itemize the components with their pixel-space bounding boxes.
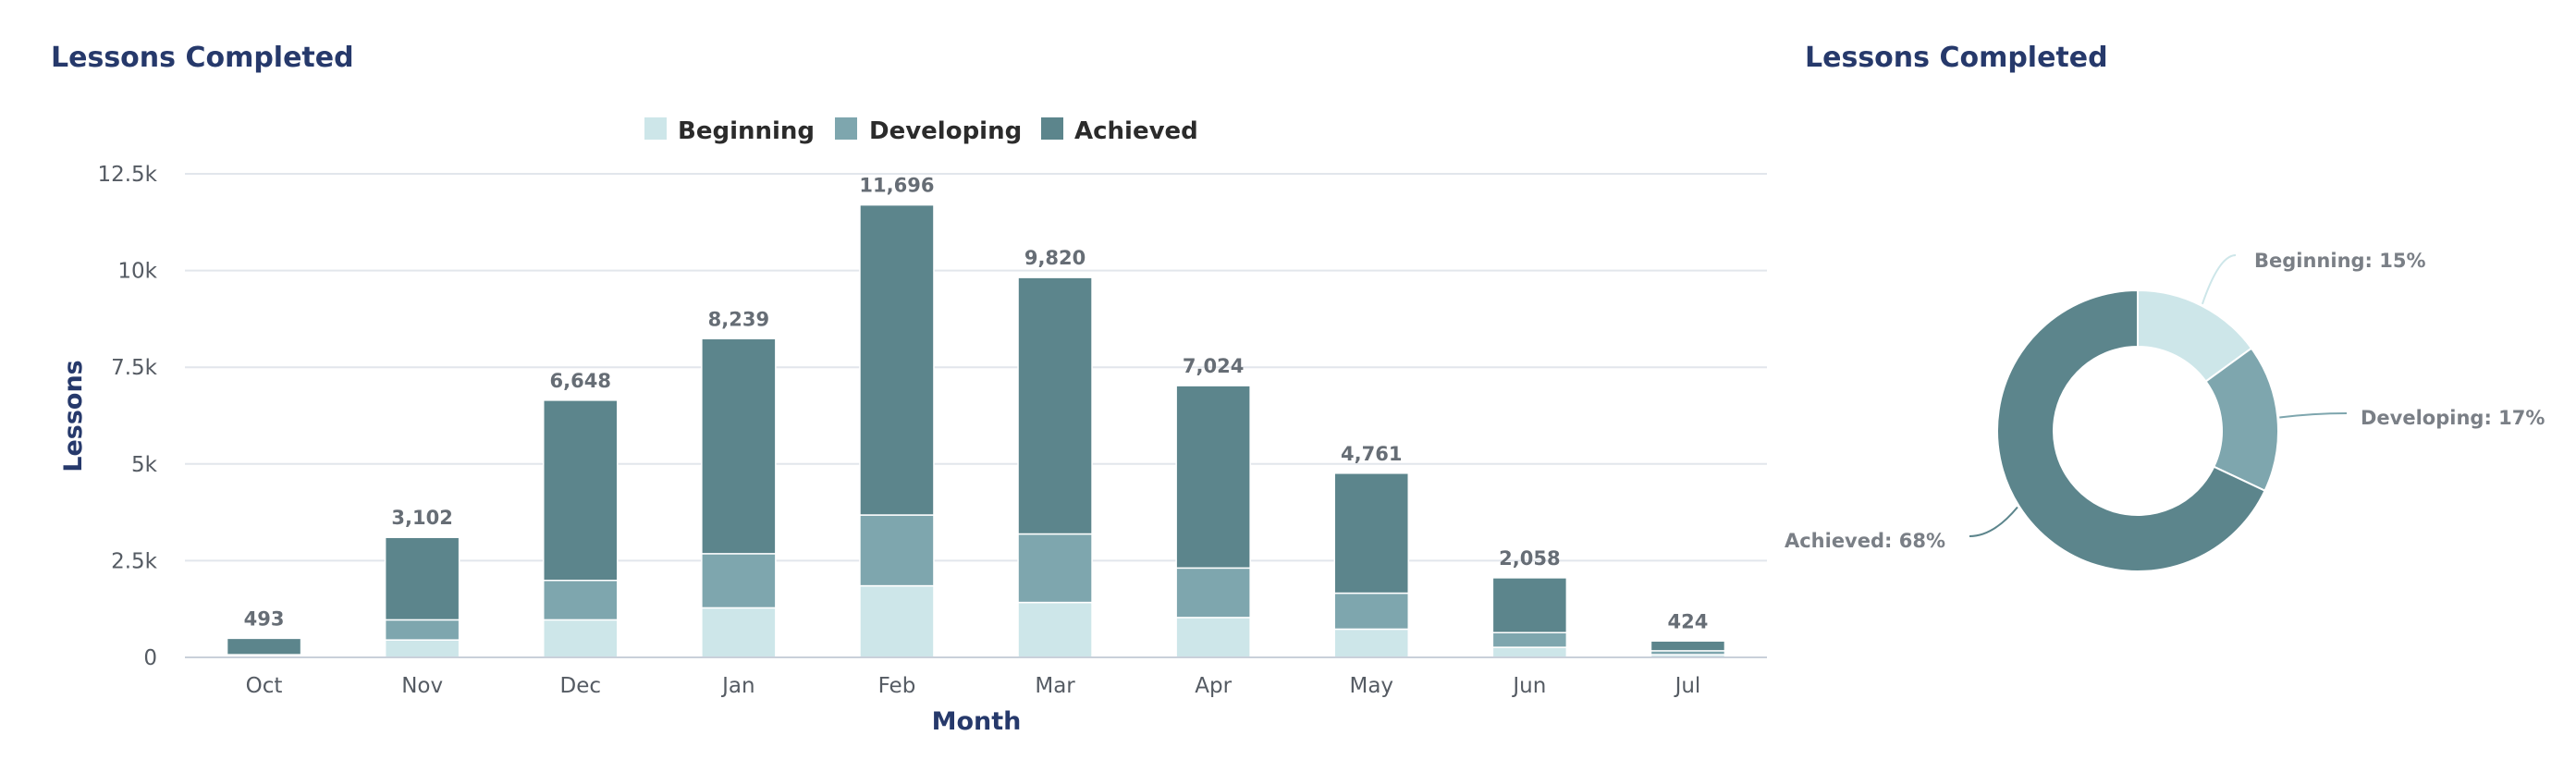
bar-total-label: 9,820 [1024,247,1086,269]
bar-segment-developing-feb[interactable] [859,514,935,587]
y-tick-label: 12.5k [97,163,157,187]
x-tick-label: Jun [1511,674,1546,698]
bar-segment-achieved-dec[interactable] [543,399,619,582]
bar-segment-achieved-nov[interactable] [384,536,460,621]
x-tick-label: May [1349,674,1393,698]
bar-chart-legend: Beginning Developing Achieved [644,117,1198,145]
bar-segment-developing-may[interactable] [1333,592,1409,631]
bar-total-label: 11,696 [859,175,934,197]
x-tick-label: Jul [1674,674,1701,698]
donut-slice-achieved[interactable] [1996,288,2266,572]
legend-swatch-developing [835,117,857,140]
bar-segment-achieved-oct[interactable] [226,637,302,656]
bar-segment-developing-mar[interactable] [1017,533,1093,604]
donut-connector-achieved [1969,506,2018,537]
bar-total-label: 424 [1668,610,1709,632]
bar-chart-panel: Lessons Completed Beginning Developing A… [51,42,1767,736]
x-tick-label: Oct [246,674,283,698]
bar-total-label: 493 [244,607,285,630]
bar-segment-beginning-feb[interactable] [859,584,935,658]
donut-chart-panel: Lessons Completed Beginning: 15% Developi… [1785,42,2545,572]
legend-item-beginning[interactable]: Beginning [644,117,815,145]
legend-label-beginning: Beginning [678,117,815,145]
bar-total-label: 2,058 [1499,547,1560,570]
bar-segment-beginning-may[interactable] [1333,628,1409,658]
bar-segment-developing-jan[interactable] [701,553,777,609]
x-tick-label: Mar [1035,674,1075,698]
bar-chart-bars [226,203,1726,658]
bar-total-label: 3,102 [391,507,452,529]
x-axis-title: Month [932,707,1022,736]
y-axis-ticks: 0 2.5k 5k 7.5k 10k 12.5k [97,163,157,670]
bar-segment-achieved-jan[interactable] [701,337,777,555]
bar-segment-beginning-jan[interactable] [701,607,777,658]
bar-total-label: 6,648 [550,370,611,392]
bar-segment-achieved-feb[interactable] [859,203,935,516]
bar-total-label: 7,024 [1183,355,1244,377]
donut-label-beginning: Beginning: 15% [2254,250,2426,272]
bar-segment-beginning-mar[interactable] [1017,601,1093,658]
bar-segment-developing-nov[interactable] [384,619,460,641]
bar-segment-achieved-jul[interactable] [1650,640,1726,652]
x-tick-label: Dec [559,674,601,698]
donut-chart-title: Lessons Completed [1805,42,2108,74]
bar-segment-beginning-dec[interactable] [543,619,619,658]
bar-segment-beginning-nov[interactable] [384,639,460,658]
legend-swatch-achieved [1041,117,1063,140]
x-tick-label: Feb [878,674,916,698]
bar-segment-beginning-jun[interactable] [1491,646,1568,658]
bar-segment-developing-apr[interactable] [1175,567,1251,619]
bar-segment-achieved-may[interactable] [1333,472,1409,595]
bar-segment-achieved-mar[interactable] [1017,276,1093,535]
legend-item-developing[interactable]: Developing [835,117,1022,145]
donut-connector-beginning [2201,254,2237,305]
y-tick-label: 7.5k [111,356,158,380]
y-axis-title: Lessons [59,360,88,472]
bar-total-labels: 493 3,102 6,648 8,239 11,696 9,820 7,024 4,761 2… [244,175,1709,633]
bar-chart-gridlines [185,173,1767,562]
legend-item-achieved[interactable]: Achieved [1041,117,1198,145]
bar-segment-achieved-jun[interactable] [1491,577,1568,633]
y-tick-label: 2.5k [111,549,158,573]
donut-slices [1996,288,2279,572]
legend-label-achieved: Achieved [1074,117,1198,145]
legend-label-developing: Developing [869,117,1022,145]
x-tick-label: Apr [1195,674,1232,698]
donut-label-developing: Developing: 17% [2361,407,2545,429]
donut-label-achieved: Achieved: 68% [1785,530,1945,552]
y-tick-label: 0 [143,646,157,670]
bar-total-label: 4,761 [1341,443,1402,465]
y-tick-label: 5k [131,453,158,477]
x-tick-label: Jan [720,674,754,698]
x-tick-label: Nov [401,674,443,698]
legend-swatch-beginning [644,117,667,140]
bar-total-label: 8,239 [708,308,769,330]
bar-segment-achieved-apr[interactable] [1175,385,1251,570]
donut-labels: Beginning: 15% Developing: 17% Achieved: 6… [1785,250,2545,552]
donut-connector-developing [2279,412,2348,419]
x-axis-ticks: Oct Nov Dec Jan Feb Mar Apr May Jun Jul [246,674,1701,698]
bar-segment-beginning-apr[interactable] [1175,617,1251,658]
bar-segment-developing-jun[interactable] [1491,631,1568,648]
bar-chart-title: Lessons Completed [51,42,354,74]
bar-segment-developing-dec[interactable] [543,579,619,621]
y-tick-label: 10k [117,260,157,284]
